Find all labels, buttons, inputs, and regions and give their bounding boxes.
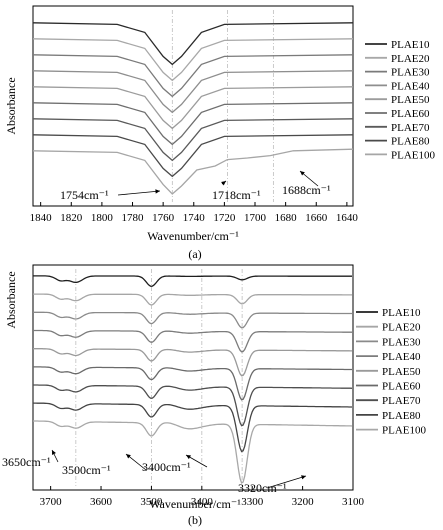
annotation-arrowhead [52,450,56,455]
annotation-arrowhead [186,455,191,460]
x-tick-label: 1800 [91,212,114,224]
annotation-arrowhead [300,171,305,176]
legend-label: PLAE30 [382,336,421,348]
annotation-label: 1754cm⁻¹ [60,188,109,202]
series-line-plae60 [33,366,352,401]
annotation-label: 3320cm⁻¹ [238,481,287,495]
annotation-arrowhead [155,189,160,194]
legend-label: PLAE50 [391,94,430,106]
annotation-arrow [117,190,161,196]
series-line-plae80 [32,134,354,178]
annotation-arrowhead [221,181,226,186]
series-line-plae30 [32,54,354,98]
x-tick-label: 3300 [241,496,264,508]
legend-label: PLAE20 [391,53,430,65]
series-line-plae10 [32,22,354,66]
series-line-plae20 [33,293,352,306]
legend-label: PLAE100 [391,149,436,161]
series-line-plae30 [33,311,352,329]
x-tick-label: 1840 [30,212,53,224]
legend-label: PLAE70 [391,122,430,134]
x-axis-label: Wavenumber/cm⁻¹ [147,229,239,243]
series-line-plae40 [33,329,352,353]
legend-label: PLAE10 [382,307,421,319]
y-axis-label: Absorbance [4,77,18,134]
legend-label: PLAE40 [382,351,421,363]
panel-b: Absorbance Wavenumber/cm⁻¹ (b) 3700 3600 3… [2,264,427,527]
x-tick-label: 1700 [244,212,267,224]
legend-label: PLAE40 [391,80,430,92]
annotation-arrow [266,475,307,489]
legend-label: PLAE60 [382,381,421,393]
x-tick-label: 1740 [183,212,206,224]
panel-caption: (b) [188,513,202,527]
series-line-plae100 [32,148,354,195]
legend-label: PLAE30 [391,67,430,79]
x-tick-label: 3500 [140,496,163,508]
annotation-arrowhead [126,454,131,459]
annotation-label: 3650cm⁻¹ [2,455,51,469]
x-tick-label: 1780 [122,212,145,224]
legend-label: PLAE10 [391,39,430,51]
series-line-plae80 [33,402,352,453]
y-axis-label: Absorbance [4,271,18,328]
legend-label: PLAE80 [391,136,430,148]
x-tick-label: 1720 [213,212,236,224]
x-tick-label: 1660 [305,212,328,224]
annotation-arrowhead [301,475,306,480]
legend-label: PLAE100 [382,425,427,437]
series-line-plae50 [33,348,352,377]
x-tick-label: 1760 [152,212,175,224]
plot-frame [32,264,354,491]
series-line-plae60 [32,102,354,146]
legend-label: PLAE50 [382,366,421,378]
x-tick-label: 1820 [60,212,83,224]
x-tick-label: 1640 [336,212,359,224]
x-tick-label: 3400 [191,496,214,508]
series-line-plae70 [33,384,353,427]
plot-frame [32,5,354,207]
legend-label: PLAE80 [382,410,421,422]
series-line-plae10 [33,275,352,287]
x-tick-label: 3100 [342,496,365,508]
x-tick-label: 1680 [275,212,298,224]
series-line-plae70 [32,118,354,162]
x-tick-label: 3200 [292,496,315,508]
x-tick-label: 3600 [90,496,113,508]
legend-label: PLAE60 [391,108,430,120]
series-line-plae100 [33,420,353,484]
annotation-label: 1688cm⁻¹ [282,183,331,197]
annotation-label: 3400cm⁻¹ [142,460,191,474]
legend-label: PLAE20 [382,322,421,334]
series-line-plae50 [32,86,354,130]
series-line-plae20 [32,38,354,82]
annotation-label: 1718cm⁻¹ [212,188,261,202]
panel-a: Absorbance Wavenumber/cm⁻¹ (a) 1840 1820 1… [4,5,436,261]
x-axis-label: Wavenumber/cm⁻¹ [149,497,241,511]
x-tick-label: 3700 [40,496,63,508]
series-line-plae40 [32,70,354,114]
panel-caption: (a) [188,247,201,261]
annotation-label: 3500cm⁻¹ [62,463,111,477]
legend-label: PLAE70 [382,395,421,407]
